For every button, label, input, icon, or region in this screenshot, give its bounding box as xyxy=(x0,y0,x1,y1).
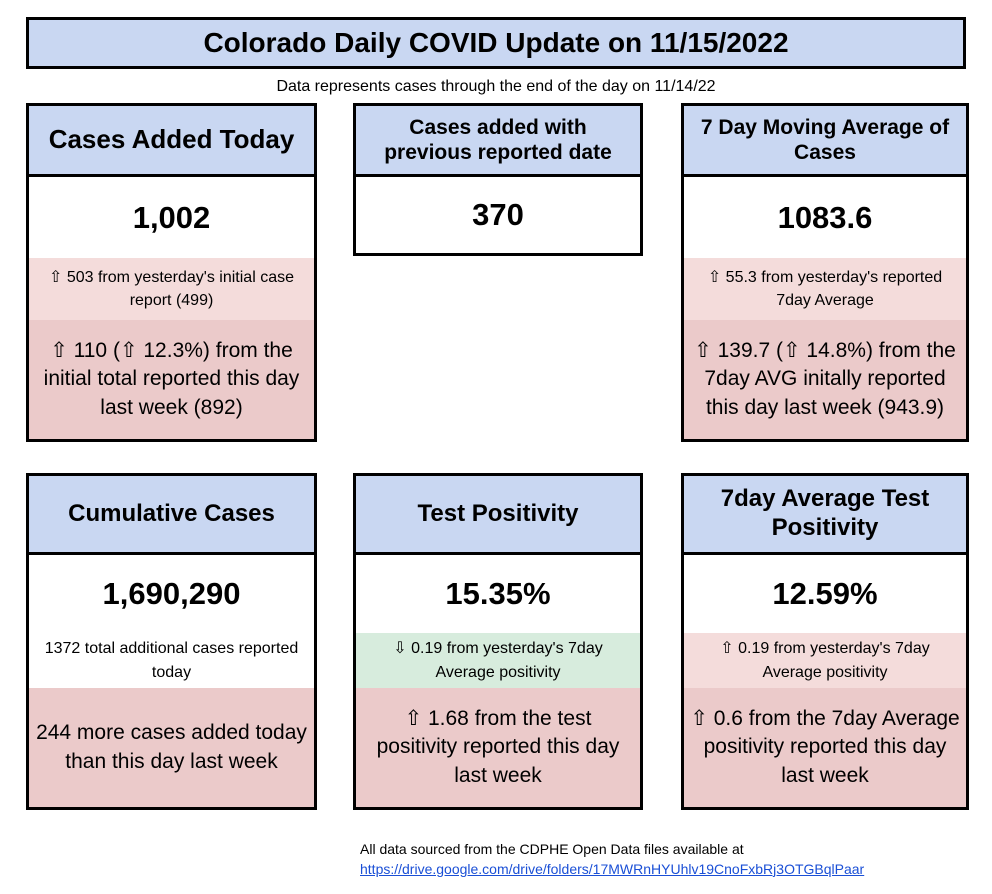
data-source-footer: All data sourced from the CDPHE Open Dat… xyxy=(360,840,864,879)
cases-added-today-card: Cases Added Today 1,002 ⇧ 503 from yeste… xyxy=(26,103,317,442)
card-detail: ⇧ 110 (⇧ 12.3%) from the initial total r… xyxy=(29,320,314,439)
card-value: 1,002 xyxy=(132,199,211,235)
card-detail: ⇧ 1.68 from the test positivity reported… xyxy=(356,688,640,807)
data-source-link[interactable]: https://drive.google.com/drive/folders/1… xyxy=(360,860,865,877)
card-header: Cases added with previous reported date xyxy=(356,106,640,177)
card-value: 370 xyxy=(472,197,524,232)
card-value: 1083.6 xyxy=(777,199,873,235)
card-header: 7 Day Moving Average of Cases xyxy=(684,106,966,177)
cumulative-cases-card: Cumulative Cases 1,690,290 1372 total ad… xyxy=(26,473,317,810)
card-detail: 244 more cases added today than this day… xyxy=(29,688,314,807)
moving-average-card: 7 Day Moving Average of Cases 1083.6 ⇧ 5… xyxy=(681,103,969,442)
average-positivity-card: 7day Average Test Positivity 12.59% ⇧ 0.… xyxy=(681,473,969,810)
cases-previous-date-card: Cases added with previous reported date … xyxy=(353,103,643,256)
card-note: 1372 total additional cases reported tod… xyxy=(29,633,314,688)
card-note: ⇧ 503 from yesterday's initial case repo… xyxy=(29,258,314,320)
card-note: ⇧ 55.3 from yesterday's reported 7day Av… xyxy=(684,258,966,320)
card-header: Test Positivity xyxy=(356,476,640,555)
card-header: Cases Added Today xyxy=(29,106,314,177)
card-value: 15.35% xyxy=(445,576,551,611)
card-header: 7day Average Test Positivity xyxy=(684,476,966,555)
card-note: ⇩ 0.19 from yesterday's 7day Average pos… xyxy=(356,633,640,688)
card-detail: ⇧ 139.7 (⇧ 14.8%) from the 7day AVG init… xyxy=(684,320,966,439)
card-value: 1,690,290 xyxy=(102,576,241,611)
card-note: ⇧ 0.19 from yesterday's 7day Average pos… xyxy=(684,633,966,688)
card-detail: ⇧ 0.6 from the 7day Average positivity r… xyxy=(684,688,966,807)
page-title: Colorado Daily COVID Update on 11/15/202… xyxy=(26,17,966,69)
footer-text: All data sourced from the CDPHE Open Dat… xyxy=(360,841,744,857)
test-positivity-card: Test Positivity 15.35% ⇩ 0.19 from yeste… xyxy=(353,473,643,810)
card-value: 12.59% xyxy=(772,576,878,611)
card-header: Cumulative Cases xyxy=(29,476,314,555)
page-subtitle: Data represents cases through the end of… xyxy=(276,78,716,95)
